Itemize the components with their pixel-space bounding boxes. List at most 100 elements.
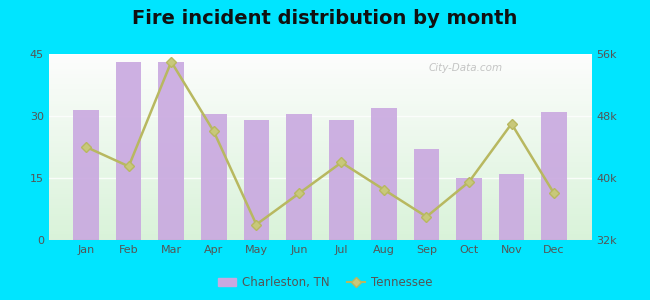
Bar xyxy=(49,181,592,182)
Bar xyxy=(244,120,269,240)
Bar xyxy=(49,116,592,117)
Bar xyxy=(49,61,592,63)
Bar xyxy=(49,197,592,199)
Bar xyxy=(286,114,311,240)
Bar xyxy=(49,223,592,225)
Bar xyxy=(49,134,592,136)
Bar xyxy=(49,113,592,116)
Bar xyxy=(49,69,592,71)
Bar xyxy=(49,58,592,60)
Bar xyxy=(49,74,592,76)
Bar xyxy=(49,140,592,141)
Bar xyxy=(49,182,592,184)
Bar xyxy=(49,232,592,234)
Bar xyxy=(49,106,592,108)
Bar xyxy=(49,91,592,93)
Bar xyxy=(49,188,592,190)
Bar xyxy=(49,160,592,162)
Bar xyxy=(49,178,592,181)
Bar xyxy=(49,238,592,240)
Bar xyxy=(49,227,592,229)
Bar xyxy=(49,154,592,156)
Bar xyxy=(49,171,592,173)
Bar xyxy=(73,110,99,240)
Bar xyxy=(49,67,592,69)
Bar xyxy=(49,117,592,119)
Bar xyxy=(49,80,592,82)
Bar xyxy=(49,206,592,208)
Bar xyxy=(49,56,592,58)
Bar xyxy=(49,208,592,210)
Bar xyxy=(49,143,592,145)
Bar xyxy=(49,221,592,223)
Bar xyxy=(413,149,439,240)
Bar xyxy=(49,78,592,80)
Bar xyxy=(49,132,592,134)
Bar xyxy=(49,99,592,100)
Bar xyxy=(201,114,227,240)
Bar xyxy=(49,73,592,74)
Bar xyxy=(371,108,396,240)
Bar xyxy=(49,104,592,106)
Bar xyxy=(49,76,592,78)
Bar xyxy=(49,166,592,167)
Bar xyxy=(49,147,592,149)
Bar xyxy=(49,84,592,85)
Legend: Charleston, TN, Tennessee: Charleston, TN, Tennessee xyxy=(213,272,437,294)
Bar xyxy=(49,175,592,177)
Bar xyxy=(49,149,592,151)
Bar xyxy=(541,112,567,240)
Bar xyxy=(49,60,592,61)
Bar xyxy=(49,112,592,113)
Bar xyxy=(49,231,592,233)
Bar xyxy=(49,121,592,123)
Bar xyxy=(49,205,592,206)
Bar xyxy=(49,236,592,238)
Bar xyxy=(49,128,592,130)
Bar xyxy=(49,218,592,220)
Bar xyxy=(49,225,592,227)
Bar xyxy=(49,186,592,188)
Bar xyxy=(329,120,354,240)
Bar xyxy=(49,102,592,104)
Bar xyxy=(49,169,592,171)
Text: Fire incident distribution by month: Fire incident distribution by month xyxy=(133,9,517,28)
Bar xyxy=(49,125,592,127)
Bar xyxy=(49,210,592,212)
Bar xyxy=(49,95,592,97)
Bar xyxy=(49,100,592,102)
Bar xyxy=(49,136,592,138)
Bar xyxy=(49,203,592,205)
Bar xyxy=(49,158,592,160)
Bar xyxy=(49,108,592,110)
Bar xyxy=(49,89,592,91)
Bar xyxy=(49,162,592,164)
Bar xyxy=(49,127,592,128)
Bar xyxy=(49,85,592,88)
Bar xyxy=(49,164,592,166)
Bar xyxy=(49,194,592,195)
Bar xyxy=(49,212,592,214)
Bar xyxy=(49,184,592,186)
Bar xyxy=(49,130,592,132)
Bar xyxy=(49,167,592,169)
Bar xyxy=(49,138,592,140)
Bar xyxy=(49,145,592,147)
Bar xyxy=(456,178,482,240)
Bar xyxy=(49,93,592,95)
Bar xyxy=(49,141,592,143)
Bar xyxy=(116,62,142,240)
Bar xyxy=(499,174,525,240)
Bar xyxy=(49,234,592,236)
Bar xyxy=(49,119,592,121)
Bar xyxy=(49,229,592,231)
Bar xyxy=(49,54,592,56)
Bar xyxy=(49,153,592,154)
Bar xyxy=(49,192,592,194)
Text: City-Data.com: City-Data.com xyxy=(429,63,503,73)
Bar xyxy=(49,177,592,178)
Bar xyxy=(49,214,592,216)
Bar xyxy=(49,123,592,125)
Bar xyxy=(49,195,592,197)
Bar xyxy=(49,220,592,221)
